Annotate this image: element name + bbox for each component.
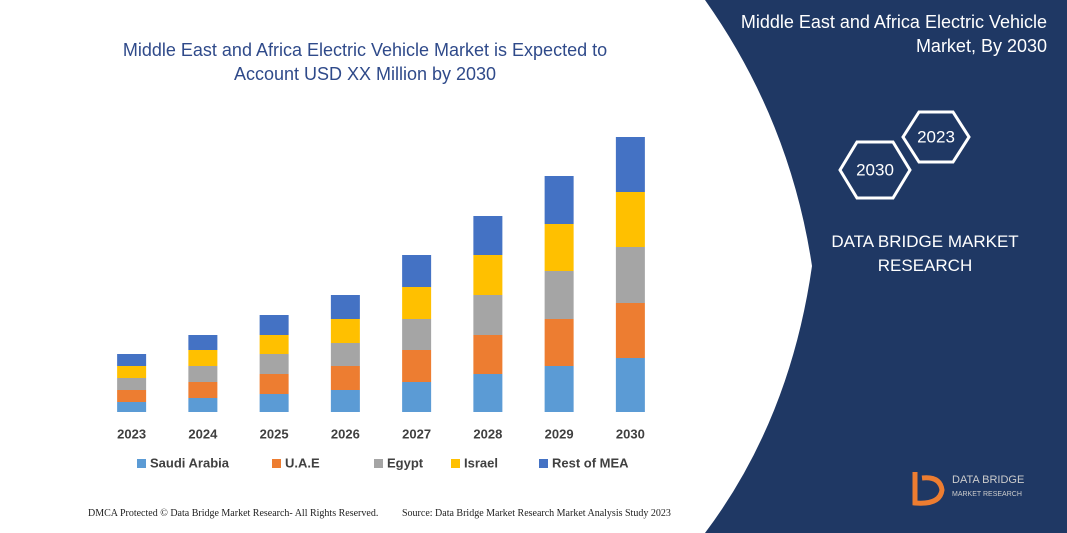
bar-segment <box>259 335 289 354</box>
bar-segment <box>615 303 645 358</box>
bar-segment <box>188 350 218 366</box>
bar-segment <box>259 394 289 412</box>
logo-icon <box>912 472 945 506</box>
bar-segment <box>259 374 289 394</box>
bar-segment <box>473 335 503 374</box>
legend-swatch <box>451 459 460 468</box>
x-tick-label: 2027 <box>402 426 431 441</box>
bar-segment <box>544 366 574 412</box>
footer-right: Source: Data Bridge Market Research Mark… <box>402 508 671 519</box>
bar-segment <box>188 366 218 382</box>
legend-swatch <box>272 459 281 468</box>
legend-swatch <box>539 459 548 468</box>
bar-segment <box>544 224 574 271</box>
panel-heading: Middle East and Africa Electric Vehicle … <box>740 12 1047 56</box>
bar-segment <box>402 287 432 319</box>
bar-segment <box>330 319 360 343</box>
bar-segment <box>117 366 147 378</box>
bar-segment <box>259 315 289 335</box>
x-tick-label: 2023 <box>117 426 146 441</box>
bar-segment <box>402 319 432 350</box>
legend-label: U.A.E <box>285 455 320 470</box>
x-tick-label: 2030 <box>616 426 645 441</box>
bar-segment <box>544 319 574 366</box>
logo-tagline: MARKET RESEARCH <box>952 491 1022 498</box>
x-tick-label: 2029 <box>545 426 574 441</box>
bar-segment <box>188 398 218 412</box>
x-tick-label: 2024 <box>188 426 218 441</box>
bar-segment <box>615 358 645 412</box>
legend-swatch <box>374 459 383 468</box>
legend-label: Saudi Arabia <box>150 455 230 470</box>
bar-segment <box>615 137 645 192</box>
bar-segment <box>330 343 360 366</box>
bar-segment <box>473 216 503 255</box>
bar-segment <box>330 390 360 412</box>
bar-segment <box>473 374 503 412</box>
x-tick-label: 2026 <box>331 426 360 441</box>
bar-segment <box>615 247 645 303</box>
bar-segment <box>188 382 218 398</box>
bar-segment <box>117 402 147 412</box>
bar-segment <box>473 255 503 295</box>
legend-label: Egypt <box>387 455 424 470</box>
bar-segment <box>117 354 147 366</box>
bar-segment <box>259 354 289 374</box>
logo-name: DATA BRIDGE <box>952 474 1024 486</box>
brand: DATA BRIDGE MARKET RESEARCH <box>831 232 1019 275</box>
bar-segment <box>117 390 147 402</box>
hexagon <box>838 140 912 200</box>
legend-label: Israel <box>464 455 498 470</box>
chart-title: Middle East and Africa Electric Vehicle … <box>122 40 608 84</box>
bar-segment <box>402 382 432 412</box>
bar-segment <box>402 350 432 382</box>
x-tick-label: 2025 <box>260 426 289 441</box>
legend-swatch <box>137 459 146 468</box>
bar-segment <box>473 295 503 335</box>
bar-segment <box>615 192 645 247</box>
badge: 2023 <box>917 127 955 146</box>
bar-segment <box>117 378 147 390</box>
side-panel <box>705 0 1067 533</box>
x-tick-label: 2028 <box>473 426 502 441</box>
bar-segment <box>544 176 574 224</box>
bar-segment <box>544 271 574 319</box>
hexagon <box>901 110 971 164</box>
footer-left: DMCA Protected © Data Bridge Market Rese… <box>88 508 379 519</box>
bar-segment <box>402 255 432 287</box>
bar-segment <box>188 335 218 350</box>
bar-segment <box>330 366 360 390</box>
bar-segment <box>330 295 360 319</box>
badge: 2030 <box>856 160 894 179</box>
legend-label: Rest of MEA <box>552 455 629 470</box>
